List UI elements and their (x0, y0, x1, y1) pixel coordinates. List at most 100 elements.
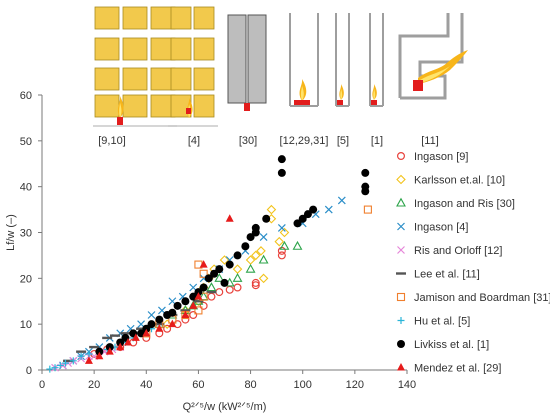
y-tick-label: 60 (20, 90, 32, 102)
data-point (194, 288, 203, 297)
data-point (210, 269, 219, 278)
data-point (207, 292, 216, 301)
diagram-4-panel-3-1 (193, 94, 215, 118)
data-point (116, 342, 125, 351)
legend-label: Ris and Orloff [12] (414, 245, 502, 257)
diagram-30-panel-right (247, 14, 267, 104)
data-point (206, 282, 217, 292)
data-point (173, 301, 182, 310)
y-tick-label: 30 (20, 228, 32, 240)
y-axis-title: Lf/w (–) (5, 214, 17, 251)
data-point (274, 236, 285, 247)
data-point (232, 264, 243, 274)
data-point (168, 319, 177, 328)
diagram-1-burner (371, 100, 377, 105)
data-point (95, 347, 104, 356)
data-point (363, 205, 372, 214)
diagram-9-10-panel-3-0 (94, 94, 120, 118)
legend-label: Hu et al. [5] (414, 316, 470, 328)
diagram-11-wall-inner (400, 13, 464, 100)
diagram-11-burner (413, 80, 423, 91)
diagram-12-29-31-flame-inner (300, 85, 304, 101)
legend-marker (397, 363, 405, 371)
data-point (46, 365, 54, 373)
diagram-9-10-flame-inner (119, 102, 122, 118)
legend-label: Ingason and Ris [30] (414, 198, 515, 210)
x-tick-label: 60 (192, 379, 204, 391)
data-point (105, 347, 114, 355)
diagram-11-flame-inner (420, 66, 450, 82)
reference-label: [11] (421, 135, 439, 147)
data-point (233, 251, 242, 260)
data-point (232, 273, 243, 282)
data-point (309, 205, 318, 214)
data-point (298, 214, 307, 223)
legend-label: Ingason [4] (414, 222, 468, 234)
data-point (262, 214, 271, 223)
legend-label: Jamison and Boardman [31] (414, 292, 550, 304)
x-tick-label: 20 (88, 379, 100, 391)
data-point (251, 228, 260, 237)
data-point (181, 297, 190, 306)
diagram-4-panel-2-0 (170, 67, 192, 91)
x-tick-label: 0 (39, 379, 45, 391)
y-tick-label: 40 (20, 182, 32, 194)
legend-label: Mendez et al. [29] (414, 363, 501, 375)
data-point (116, 338, 125, 347)
diagram-9-10-panel-1-0 (94, 37, 120, 61)
y-tick-label: 0 (26, 365, 32, 377)
data-point (124, 338, 133, 346)
data-point (225, 214, 234, 222)
data-point (225, 260, 234, 269)
data-point (142, 324, 151, 333)
data-point (215, 265, 224, 274)
diagram-4-panel-1-1 (193, 37, 215, 61)
legend-marker (396, 197, 406, 207)
data-point (194, 306, 203, 315)
data-point (77, 352, 85, 360)
legend-marker (397, 152, 406, 161)
data-point (61, 359, 69, 367)
data-point (258, 273, 269, 284)
data-point (277, 168, 286, 177)
legend-marker (396, 292, 406, 302)
legend: Ingason [9] Karlsson et.al. [10] Ingason a… (396, 151, 550, 375)
data-point (204, 274, 213, 283)
data-point (220, 278, 229, 287)
data-point (303, 210, 312, 219)
reference-label: [4] (188, 135, 200, 147)
reference-label: [30] (239, 135, 257, 147)
data-point (245, 263, 256, 273)
legend-marker (396, 174, 406, 185)
data-point (51, 364, 59, 372)
data-point (324, 205, 333, 214)
data-point (95, 351, 104, 360)
diagram-9-10-panel-0-1 (122, 6, 148, 30)
legend-marker (397, 222, 405, 231)
diagram-4-panel-0-1 (193, 6, 215, 30)
data-point (293, 219, 302, 228)
x-tick-label: 120 (346, 379, 364, 391)
diagram-5-flame-inner (340, 88, 343, 100)
legend-label: Karlsson et.al. [10] (414, 175, 505, 187)
data-point (233, 283, 242, 292)
diagram-9-10-burner (117, 117, 123, 125)
data-point (277, 251, 286, 260)
data-point (215, 288, 224, 297)
x-tick-label: 100 (294, 379, 312, 391)
diagram-5-burner (337, 100, 343, 105)
data-point (155, 315, 164, 324)
legend-label: Ingason [9] (414, 151, 468, 163)
data-point (246, 233, 255, 242)
diagram-4-panel-0-0 (170, 6, 192, 30)
series-group (95, 155, 370, 356)
data-point (241, 242, 250, 251)
x-tick-label: 40 (140, 379, 152, 391)
x-tick-label: 140 (398, 379, 416, 391)
reference-label: [5] (337, 135, 349, 147)
diagram-11-wall-outer (398, 13, 450, 98)
data-point (251, 278, 260, 287)
reference-label: [1] (371, 135, 383, 147)
data-point (259, 233, 268, 242)
data-point (199, 301, 208, 310)
